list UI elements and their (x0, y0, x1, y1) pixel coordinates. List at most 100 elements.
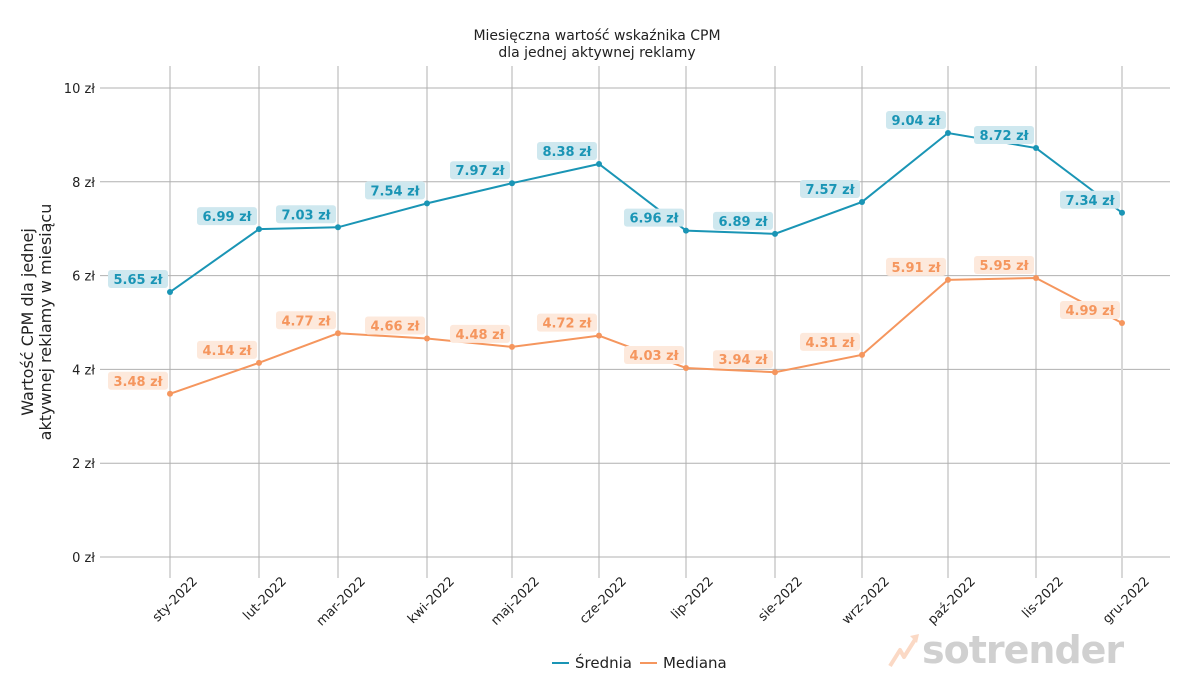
data-label-text: 4.03 zł (630, 349, 680, 364)
data-label-text: 4.48 zł (456, 328, 506, 343)
data-label-text: 5.95 zł (980, 259, 1030, 274)
x-tick-label: wrz-2022 (839, 574, 892, 627)
data-point (596, 160, 602, 167)
data-label-bg (800, 179, 860, 198)
data-label-bg (450, 161, 510, 180)
data-label-text: 4.99 zł (1066, 304, 1116, 319)
data-label-text: 6.96 zł (630, 212, 680, 227)
data-label-bg (624, 208, 684, 227)
data-point (1033, 274, 1039, 281)
data-label: 4.99 zł (1060, 300, 1120, 319)
x-tick-label: lut-2022 (241, 574, 290, 623)
data-label-bg (365, 181, 425, 200)
data-labels-layer: 5.65 zł 6.99 zł 7.03 zł 7.54 zł 7.97 zł 8.38 … (108, 111, 1120, 390)
legend-item-mediana[interactable]: Mediana (639, 654, 727, 672)
data-point (335, 224, 341, 231)
data-label: 5.91 zł (886, 257, 946, 276)
data-label-bg (713, 350, 773, 369)
trend-arrow-icon (888, 634, 919, 668)
series-line-mediana (169, 276, 1123, 395)
data-point (1119, 209, 1125, 216)
legend-item-srednia[interactable]: Średnia (552, 654, 632, 672)
data-label-text: 8.72 zł (980, 129, 1030, 144)
data-label-text: 4.66 zł (371, 319, 421, 334)
data-label-text: 5.91 zł (892, 261, 942, 276)
data-label-text: 3.94 zł (719, 353, 769, 368)
data-label: 4.14 zł (197, 340, 257, 359)
data-label-bg (1060, 300, 1120, 319)
chart-title-line-2: dla jednej aktywnej reklamy (498, 45, 695, 61)
data-label-bg (974, 126, 1034, 145)
y-tick-label: 10 zł (64, 82, 95, 97)
x-tick-label: lip-2022 (669, 574, 717, 622)
sotrender-watermark: sotrender (888, 628, 1124, 672)
data-label-bg (450, 324, 510, 343)
x-tick-label: cze-2022 (577, 574, 630, 627)
data-label-text: 4.14 zł (203, 344, 253, 359)
data-label-text: 9.04 zł (892, 114, 942, 129)
data-point (509, 343, 515, 350)
data-label: 6.99 zł (197, 207, 257, 226)
data-label: 4.77 zł (276, 311, 336, 330)
x-axis-ticks: sty-2022 lut-2022 mar-2022 kwi-2022 maj-2022… (150, 574, 1153, 629)
chart-title-line-1: Miesięczna wartość wskaźnika CPM (473, 28, 720, 44)
data-label-text: 7.97 zł (456, 164, 506, 179)
data-label-text: 4.31 zł (806, 336, 856, 351)
data-point (683, 364, 689, 371)
data-point (167, 390, 173, 397)
data-label: 9.04 zł (886, 111, 946, 130)
data-label-bg (197, 340, 257, 359)
data-label-bg (800, 332, 860, 351)
data-label: 7.57 zł (800, 179, 860, 198)
y-tick-label: 0 zł (72, 551, 95, 566)
data-label-text: 3.48 zł (114, 375, 164, 390)
data-label: 6.96 zł (624, 208, 684, 227)
data-label: 5.65 zł (108, 270, 168, 289)
data-label: 5.95 zł (974, 255, 1034, 274)
x-tick-label: sty-2022 (150, 574, 201, 625)
x-tick-label: gru-2022 (1100, 574, 1153, 627)
data-label-text: 4.72 zł (543, 317, 593, 332)
data-label-bg (886, 111, 946, 130)
data-label-bg (276, 205, 336, 224)
data-label-bg (713, 211, 773, 230)
data-label-text: 6.89 zł (719, 215, 769, 230)
y-axis-label-line-1: Wartość CPM dla jednej (18, 228, 37, 416)
data-point (859, 198, 865, 205)
y-tick-label: 4 zł (72, 363, 95, 378)
x-tick-label: mar-2022 (314, 574, 369, 629)
data-label: 4.31 zł (800, 332, 860, 351)
data-label-text: 6.99 zł (203, 210, 253, 225)
data-label: 7.54 zł (365, 181, 425, 200)
watermark-text: sotrender (922, 628, 1124, 672)
data-label-bg (886, 257, 946, 276)
data-point (335, 330, 341, 337)
data-point (1119, 319, 1125, 326)
data-label-bg (197, 207, 257, 226)
data-label-text: 7.34 zł (1066, 194, 1116, 209)
legend: Średnia Mediana (552, 654, 735, 672)
legend-label-srednia: Średnia (575, 654, 632, 672)
data-point (424, 335, 430, 342)
data-point (256, 226, 262, 233)
data-label-text: 4.77 zł (282, 314, 332, 329)
y-tick-label: 2 zł (72, 457, 95, 472)
data-label-bg (108, 270, 168, 289)
data-label-bg (537, 313, 597, 332)
data-label: 3.94 zł (713, 350, 773, 369)
data-point (683, 227, 689, 234)
legend-swatch-mediana (639, 662, 657, 664)
data-label-text: 7.54 zł (371, 184, 421, 199)
x-tick-label: sie-2022 (756, 574, 806, 624)
data-point (509, 180, 515, 187)
data-point (772, 230, 778, 237)
data-point (945, 130, 951, 137)
data-point (1033, 145, 1039, 152)
y-axis-ticks: 0 zł 2 zł 4 zł 6 zł 8 zł 10 zł (64, 82, 96, 566)
data-label-bg (624, 345, 684, 364)
legend-swatch-srednia (552, 662, 569, 664)
y-axis-label-line-2: aktywnej reklamy w miesiącu (36, 204, 55, 441)
data-label-bg (108, 371, 168, 390)
data-label: 3.48 zł (108, 371, 168, 390)
